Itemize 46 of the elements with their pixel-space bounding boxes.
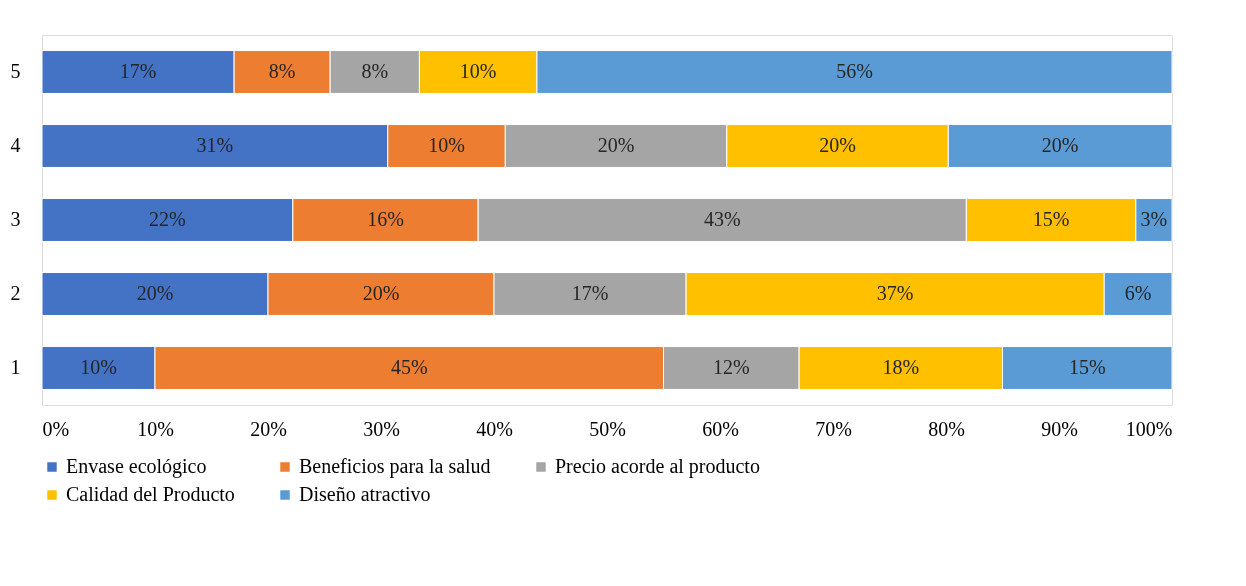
x-tick-label: 10%	[137, 417, 174, 440]
data-label: 6%	[1124, 282, 1152, 304]
data-label: 17%	[571, 282, 609, 304]
data-label: 16%	[367, 208, 404, 230]
data-label: 18%	[882, 356, 920, 378]
y-tick-label: 2	[10, 282, 21, 304]
y-tick-label: 5	[10, 60, 21, 82]
data-label: 10%	[428, 134, 465, 156]
data-label: 45%	[390, 356, 428, 378]
data-label: 20%	[136, 282, 174, 304]
x-tick-label: 20%	[250, 417, 287, 440]
data-label: 43%	[703, 208, 741, 230]
x-tick-label: 90%	[1041, 417, 1078, 440]
data-label: 15%	[1032, 208, 1070, 230]
legend-label: Beneficios para la salud	[299, 455, 491, 478]
data-label: 37%	[876, 282, 914, 304]
data-label: 20%	[597, 134, 635, 156]
data-label: 8%	[361, 60, 389, 82]
x-tick-label: 80%	[928, 417, 965, 440]
x-tick-label: 50%	[589, 417, 626, 440]
data-label: 20%	[1041, 134, 1079, 156]
y-tick-label: 1	[10, 356, 21, 378]
data-label: 15%	[1068, 356, 1106, 378]
x-tick-label: 40%	[476, 417, 513, 440]
legend-label: Calidad del Producto	[66, 483, 235, 505]
x-tick-label: 0%	[42, 417, 70, 440]
data-label: 12%	[712, 356, 750, 378]
y-tick-label: 4	[10, 134, 21, 156]
x-tick-label: 70%	[815, 417, 852, 440]
data-label: 22%	[149, 208, 186, 230]
data-label: 31%	[196, 134, 234, 156]
data-label: 10%	[80, 356, 117, 378]
x-tick-label: 60%	[702, 417, 739, 440]
x-tick-label: 100%	[1125, 417, 1173, 440]
y-tick-label: 3	[10, 208, 21, 230]
data-label: 17%	[119, 60, 157, 82]
data-label: 8%	[268, 60, 296, 82]
legend-label: Diseño atractivo	[299, 483, 431, 505]
data-label: 20%	[362, 282, 400, 304]
legend-label: Envase ecológico	[66, 455, 207, 478]
legend-label: Precio acorde al producto	[555, 455, 760, 478]
data-label: 3%	[1140, 208, 1168, 230]
data-label: 20%	[819, 134, 856, 156]
data-label: 56%	[836, 60, 873, 82]
data-label: 10%	[459, 60, 497, 82]
x-tick-label: 30%	[363, 417, 400, 440]
